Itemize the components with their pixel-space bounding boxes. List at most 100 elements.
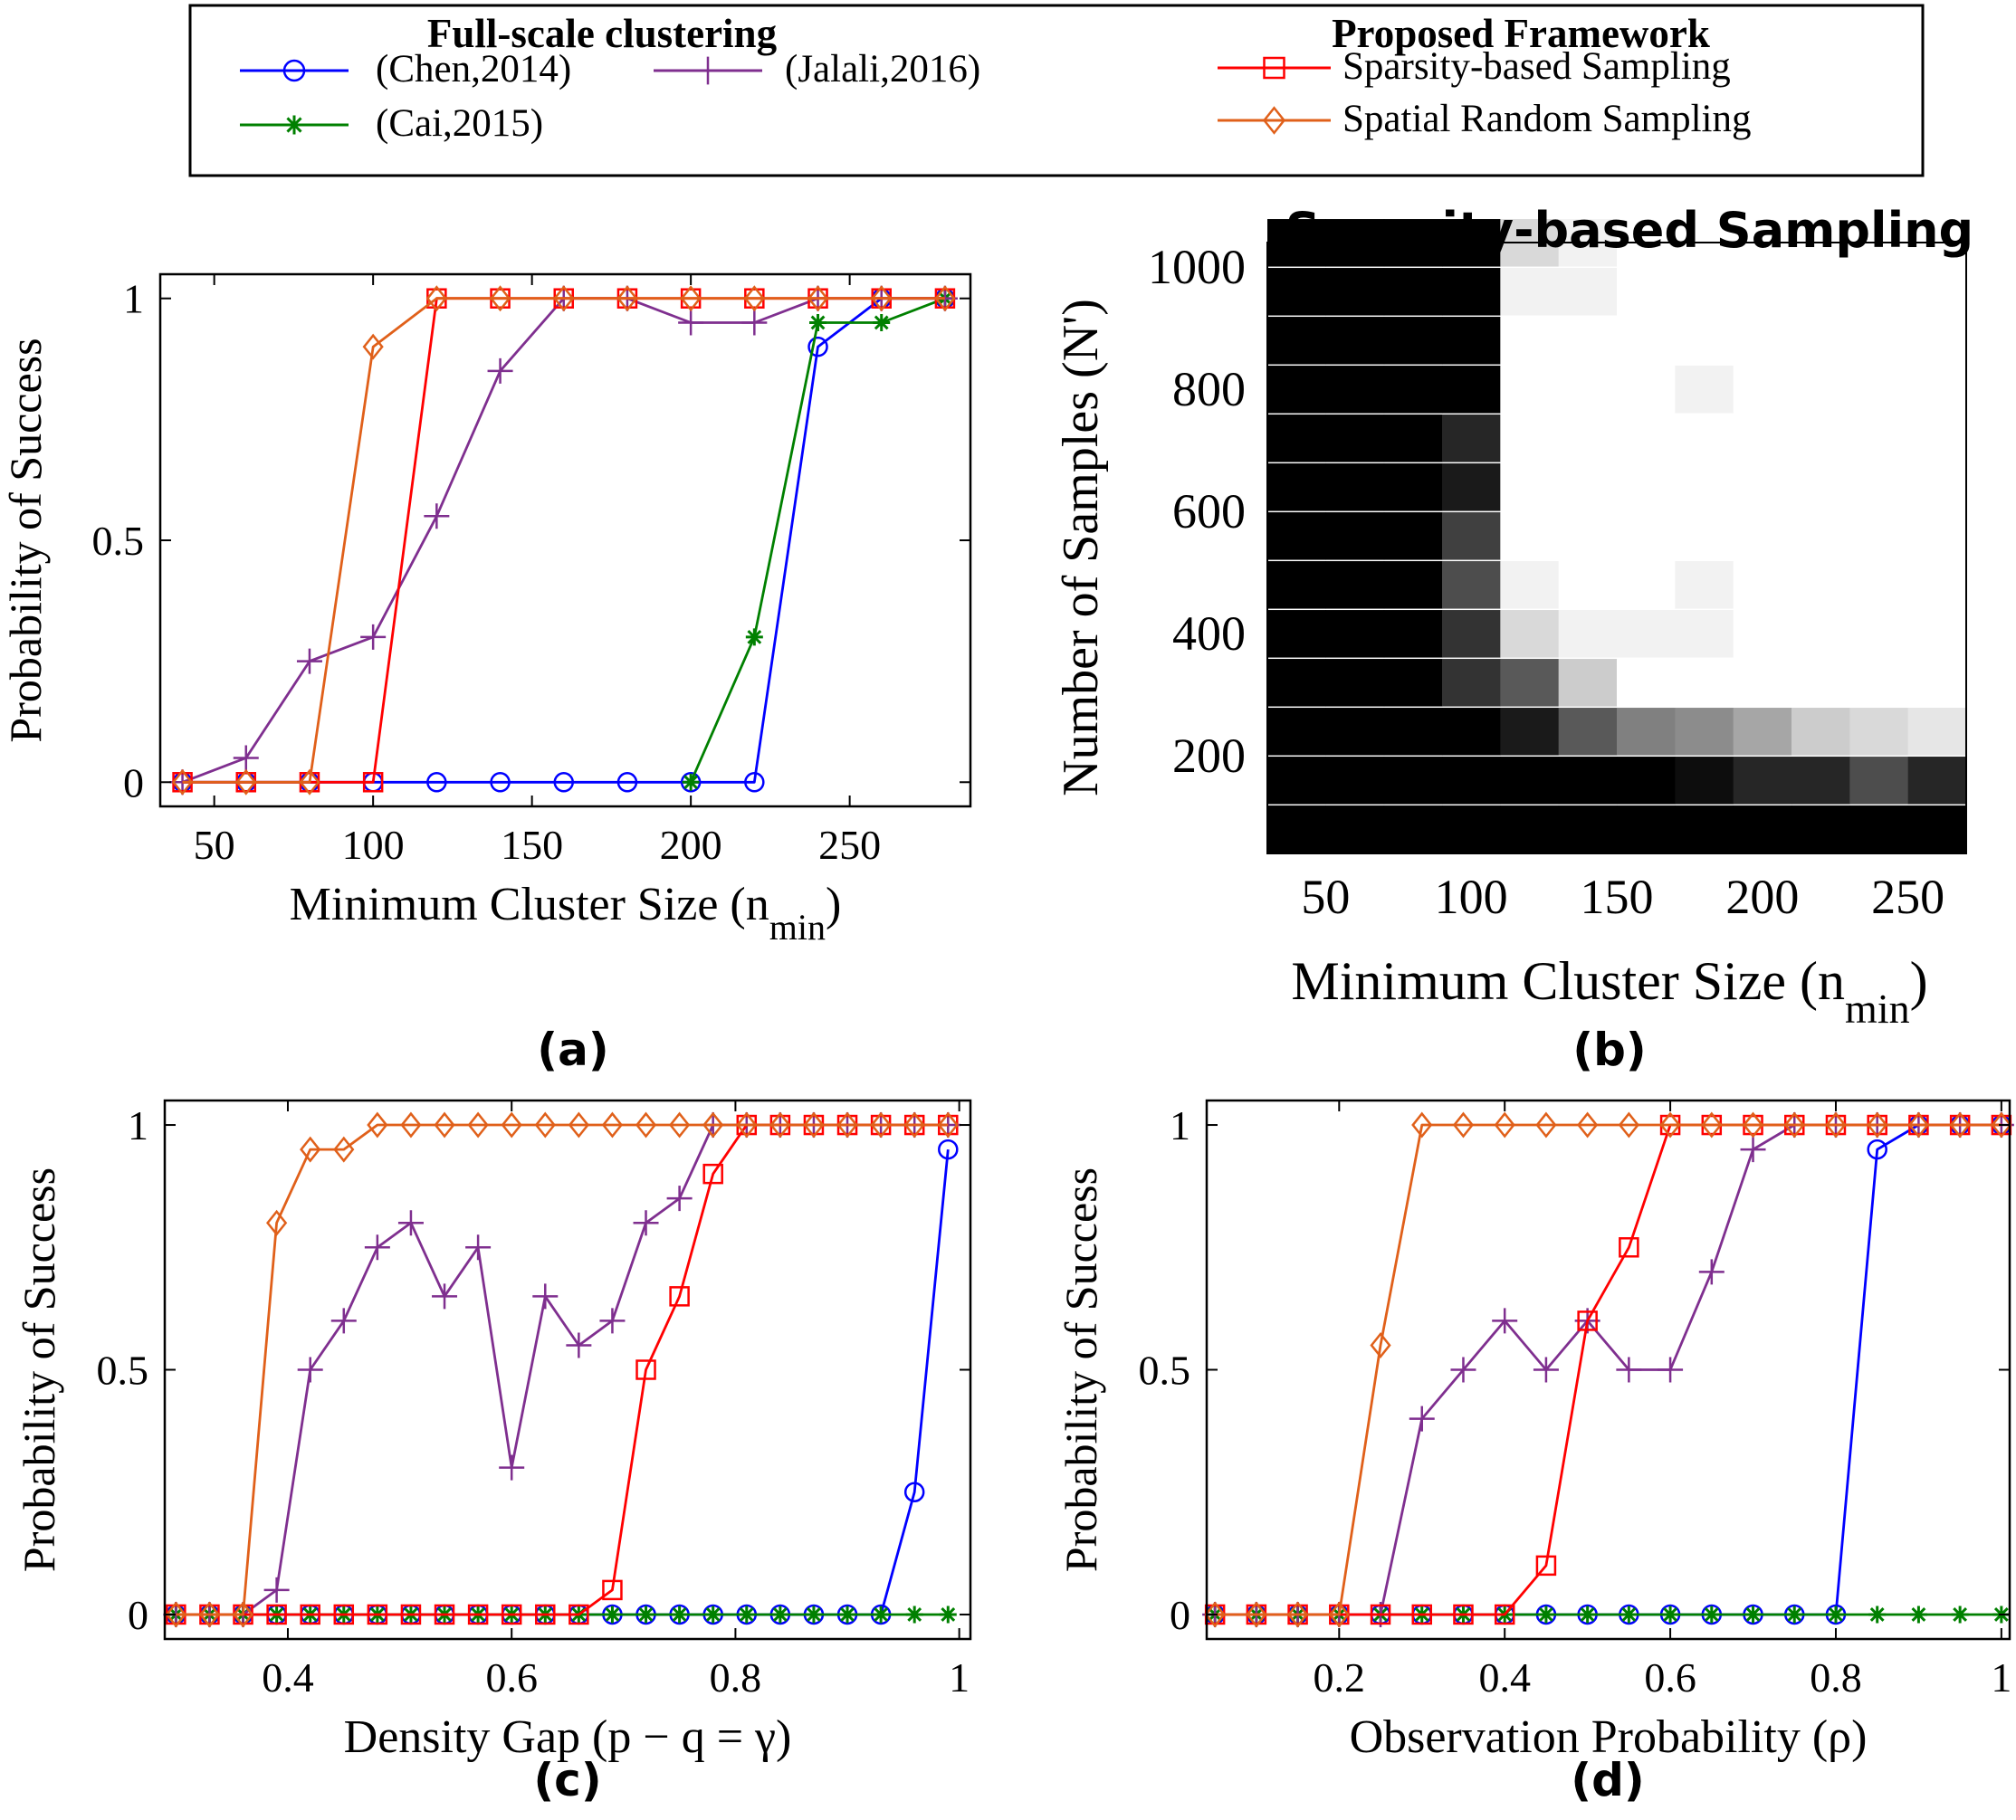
data-point-s0-6-shape [553, 772, 574, 793]
data-point-s4-9-shape [467, 1111, 489, 1139]
data-point-s2-9-shape [465, 1234, 492, 1261]
data-point-s1-15-shape [1827, 1606, 1845, 1624]
heatmap-cell-r0-c3 [1442, 805, 1501, 853]
data-point-s3-13 [602, 1579, 623, 1601]
data-point-s4-19-shape [1991, 1111, 2012, 1139]
data-point-s4-4-shape [1370, 1331, 1391, 1358]
plot-area [165, 1101, 970, 1639]
panel-caption: (a) [537, 1024, 608, 1076]
x-tick-label-2: 0.8 [710, 1654, 762, 1701]
data-point-s4-3-shape [1328, 1601, 1350, 1628]
data-point-s4-0 [1204, 1601, 1226, 1628]
heatmap-cell-r4-c5 [1558, 610, 1618, 658]
data-point-s2-9 [741, 310, 768, 336]
data-point-s4-15-shape [669, 1111, 691, 1139]
data-point-s4-0 [165, 1601, 186, 1628]
x-tick-label-1: 0.4 [1478, 1654, 1531, 1701]
data-point-s1-18-shape [771, 1606, 789, 1624]
data-point-s3-3 [362, 772, 384, 793]
x-axis-label-tail: ) [826, 879, 841, 930]
legend-entry-1: (Jalali,2016) [654, 48, 980, 91]
legend-label-0: (Chen,2014) [376, 48, 571, 91]
data-point-s1-8-shape [1537, 1606, 1555, 1624]
data-point-s4-7 [1494, 1111, 1515, 1139]
data-point-s3-10 [501, 1604, 522, 1625]
data-point-s0-23-shape [938, 1139, 959, 1160]
data-point-s2-7-shape [1492, 1308, 1518, 1334]
heatmap-cell-r3-c0 [1267, 659, 1326, 707]
heatmap-cell-r0-c8 [1733, 805, 1792, 853]
heatmap-cell-r4-c0 [1267, 610, 1326, 658]
heatmap-cell-r9-c6 [1617, 366, 1676, 414]
data-point-s1-16-shape [704, 1606, 722, 1624]
x-tick-label-0: 0.2 [1314, 1654, 1366, 1701]
data-point-s4-16 [702, 1111, 724, 1139]
data-point-s4-1 [235, 768, 257, 796]
x-tick-label-1: 0.6 [485, 1654, 538, 1701]
heatmap-cell-r11-c9 [1791, 268, 1850, 316]
heatmap-cell-r10-c8 [1733, 317, 1792, 365]
data-point-s4-14 [635, 1111, 657, 1139]
heatmap-cell-r1-c0 [1267, 757, 1326, 805]
data-point-s3-3-shape [362, 772, 384, 793]
data-point-s4-14 [1783, 1111, 1805, 1139]
heatmap-cell-r8-c11 [1907, 415, 1967, 462]
x-tick-label-3: 200 [660, 822, 722, 868]
data-point-s4-3 [266, 1209, 288, 1236]
heatmap-cell-r4-c10 [1849, 610, 1909, 658]
heatmap-cell-r10-c6 [1617, 317, 1676, 365]
data-point-s2-5-shape [1409, 1405, 1435, 1432]
data-point-s1-9 [1579, 1606, 1597, 1624]
data-point-s3-15-shape [669, 1286, 690, 1307]
x-axis-label: Density Gap (p − q = γ) [344, 1711, 792, 1763]
heatmap-cell-r11-c7 [1675, 268, 1734, 316]
heatmap-cell-r6-c0 [1267, 512, 1326, 560]
heatmap-cell-r6-c10 [1849, 512, 1909, 560]
data-point-s0-23 [938, 1139, 959, 1160]
data-point-s1-22 [905, 1606, 923, 1624]
heatmap-cell-r6-c11 [1907, 512, 1967, 560]
data-point-s4-11 [1659, 1111, 1681, 1139]
panel-caption: (d) [1571, 1754, 1645, 1806]
data-point-s4-10 [1618, 1111, 1639, 1139]
heatmap-cell-r2-c7 [1675, 708, 1734, 756]
data-point-s4-5 [1411, 1111, 1433, 1139]
data-point-s4-3 [362, 333, 384, 360]
panel-b: Sparsity-based Sampling 50 100 150 200 250 200… [1053, 202, 1973, 1076]
data-point-s3-5 [1411, 1604, 1433, 1625]
heatmap-cell-r10-c3 [1442, 317, 1501, 365]
heatmap-cell-r5-c4 [1500, 561, 1560, 609]
data-point-s4-7-shape [400, 1111, 422, 1139]
data-point-s4-23 [937, 1111, 959, 1139]
plot-area [1207, 1101, 2010, 1639]
data-point-s4-2 [232, 1601, 254, 1628]
heatmap-cell-r9-c4 [1500, 366, 1560, 414]
heatmap-cell-r8-c10 [1849, 415, 1909, 462]
heatmap-cell-r2-c4 [1500, 708, 1560, 756]
y-tick-label-4: 1000 [1148, 240, 1246, 294]
data-point-s1-2-shape [809, 313, 827, 331]
heatmap-cell-r11-c1 [1325, 268, 1385, 316]
data-point-s3-10-shape [1619, 1237, 1639, 1258]
data-point-s4-11-shape [1659, 1111, 1681, 1139]
data-point-s4-23-shape [937, 1111, 959, 1139]
data-point-s4-9 [467, 1111, 489, 1139]
data-point-s3-8 [1535, 1555, 1557, 1577]
data-point-s2-8 [1533, 1357, 1559, 1383]
data-point-s3-10 [1619, 1237, 1639, 1258]
data-point-s3-13-shape [602, 1579, 623, 1601]
data-point-s3-12-shape [568, 1604, 589, 1625]
data-point-s4-8-shape [680, 285, 702, 312]
data-point-s4-9-shape [743, 285, 765, 312]
data-point-s4-13 [1742, 1111, 1764, 1139]
data-point-s4-5 [333, 1136, 355, 1163]
heatmap-cell-r9-c1 [1325, 366, 1385, 414]
legend-marker-0-shape [282, 59, 306, 82]
data-point-s4-9-shape [1577, 1111, 1599, 1139]
data-point-s1-17 [738, 1606, 756, 1624]
heatmap-cell-r0-c2 [1383, 805, 1443, 853]
data-point-s4-17-shape [1907, 1111, 1930, 1139]
data-point-s1-17-shape [738, 1606, 756, 1624]
heatmap-cell-r2-c1 [1325, 708, 1385, 756]
